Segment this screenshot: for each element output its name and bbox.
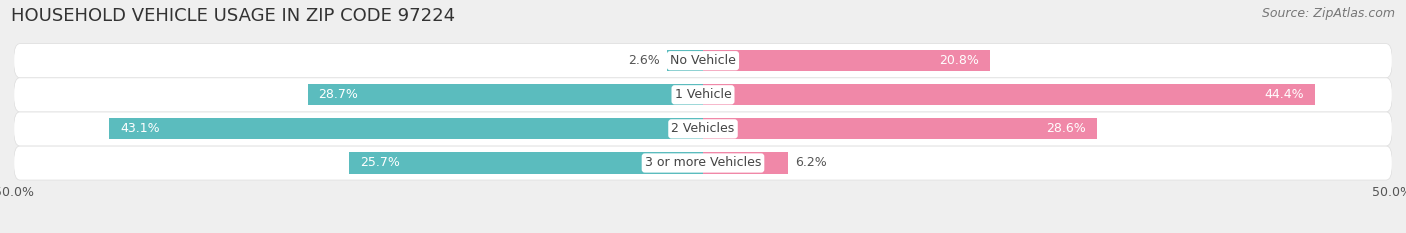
Text: 2.6%: 2.6%	[628, 54, 661, 67]
Text: 28.7%: 28.7%	[319, 88, 359, 101]
FancyBboxPatch shape	[14, 78, 1392, 112]
Bar	[110, 118, 703, 140]
Bar	[703, 50, 990, 71]
Text: 28.6%: 28.6%	[1046, 122, 1085, 135]
Text: 25.7%: 25.7%	[360, 157, 399, 169]
Text: 20.8%: 20.8%	[939, 54, 979, 67]
Bar	[703, 84, 1315, 105]
Bar	[668, 50, 703, 71]
FancyBboxPatch shape	[14, 44, 1392, 78]
Text: Source: ZipAtlas.com: Source: ZipAtlas.com	[1261, 7, 1395, 20]
Text: 43.1%: 43.1%	[120, 122, 160, 135]
Bar	[703, 152, 789, 174]
FancyBboxPatch shape	[14, 112, 1392, 146]
Text: No Vehicle: No Vehicle	[671, 54, 735, 67]
Text: 2 Vehicles: 2 Vehicles	[672, 122, 734, 135]
Bar	[349, 152, 703, 174]
Text: 1 Vehicle: 1 Vehicle	[675, 88, 731, 101]
FancyBboxPatch shape	[14, 146, 1392, 180]
Text: 3 or more Vehicles: 3 or more Vehicles	[645, 157, 761, 169]
Bar	[308, 84, 703, 105]
Text: 44.4%: 44.4%	[1264, 88, 1303, 101]
Text: HOUSEHOLD VEHICLE USAGE IN ZIP CODE 97224: HOUSEHOLD VEHICLE USAGE IN ZIP CODE 9722…	[11, 7, 456, 25]
Bar	[703, 118, 1097, 140]
Text: 6.2%: 6.2%	[796, 157, 827, 169]
